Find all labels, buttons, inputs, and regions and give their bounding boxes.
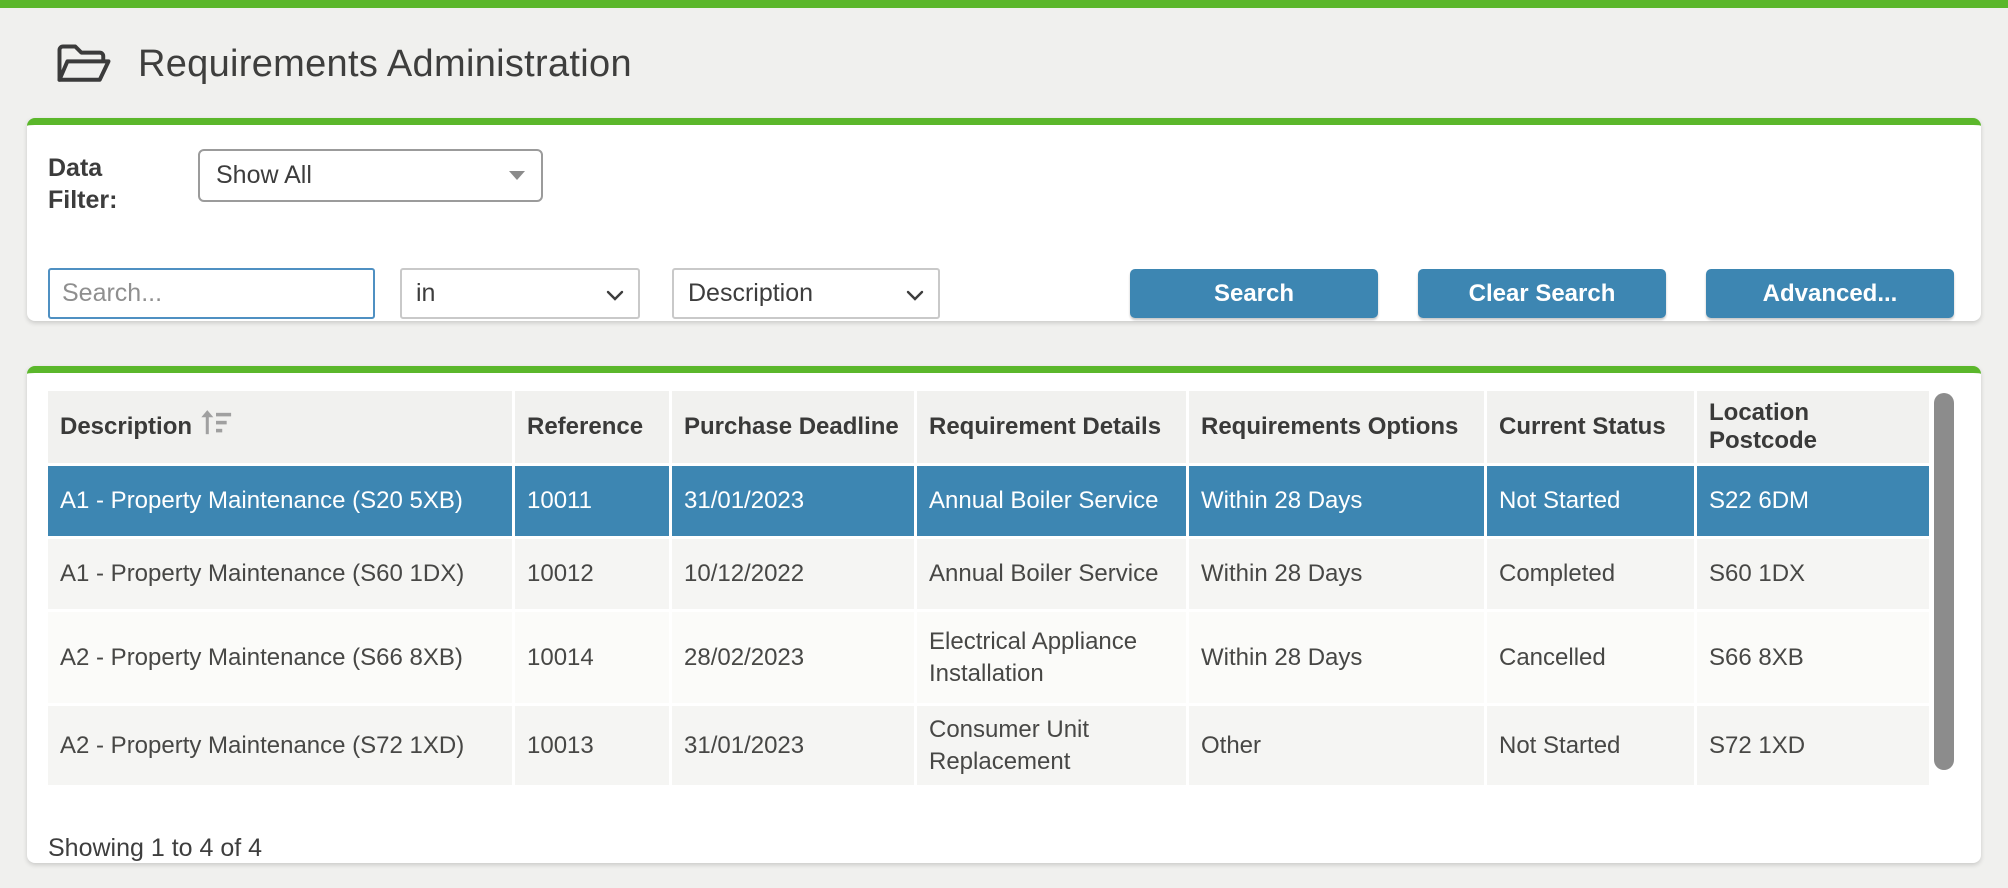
column-header-purchase-deadline[interactable]: Purchase Deadline — [672, 391, 917, 466]
cell-purchase-deadline: 28/02/2023 — [672, 612, 917, 706]
filter-panel: Data Filter: Show All in Description — [27, 118, 1981, 321]
vertical-scrollbar — [1934, 391, 1954, 788]
column-header-description[interactable]: Description — [48, 391, 515, 466]
data-filter-row: Data Filter: Show All — [48, 149, 1954, 216]
cell-description: A2 - Property Maintenance (S72 1XD) — [48, 706, 515, 789]
column-header-label: Description — [60, 413, 193, 440]
cell-requirements-options: Other — [1189, 706, 1487, 789]
advanced-button[interactable]: Advanced... — [1706, 269, 1954, 318]
search-operator-select[interactable]: in — [400, 268, 640, 319]
sort-ascending-icon — [200, 410, 232, 444]
column-header-requirements-options[interactable]: Requirements Options — [1189, 391, 1487, 466]
cell-requirements-options: Within 28 Days — [1189, 466, 1487, 539]
search-field-value: Description — [688, 279, 814, 307]
cell-requirements-options: Within 28 Days — [1189, 539, 1487, 612]
cell-current-status: Cancelled — [1487, 612, 1697, 706]
search-row: in Description Search Clear Search Advan… — [48, 268, 1954, 319]
table-row[interactable]: A2 - Property Maintenance (S66 8XB) 1001… — [48, 612, 1932, 706]
search-buttons: Search Clear Search Advanced... — [1130, 269, 1954, 318]
cell-reference: 10014 — [515, 612, 672, 706]
cell-requirement-details: Annual Boiler Service — [917, 466, 1189, 539]
cell-purchase-deadline: 31/01/2023 — [672, 706, 917, 789]
cell-location-postcode: S72 1XD — [1697, 706, 1932, 789]
top-accent-bar — [0, 0, 2008, 8]
cell-purchase-deadline: 10/12/2022 — [672, 539, 917, 612]
scrollbar-thumb[interactable] — [1934, 393, 1954, 771]
column-header-location-postcode[interactable]: Location Postcode — [1697, 391, 1932, 466]
column-header-current-status[interactable]: Current Status — [1487, 391, 1697, 466]
results-panel: Description — [27, 366, 1981, 863]
table-row[interactable]: A1 - Property Maintenance (S20 5XB) 1001… — [48, 466, 1932, 539]
cell-requirement-details: Annual Boiler Service — [917, 539, 1189, 612]
cell-description: A1 - Property Maintenance (S20 5XB) — [48, 466, 515, 539]
data-filter-selected-value: Show All — [216, 161, 312, 189]
search-field-select[interactable]: Description — [672, 268, 940, 319]
search-operator-value: in — [416, 279, 436, 307]
cell-current-status: Completed — [1487, 539, 1697, 612]
column-header-requirement-details[interactable]: Requirement Details — [917, 391, 1189, 466]
cell-location-postcode: S66 8XB — [1697, 612, 1932, 706]
cell-purchase-deadline: 31/01/2023 — [672, 466, 917, 539]
cell-reference: 10013 — [515, 706, 672, 789]
cell-location-postcode: S60 1DX — [1697, 539, 1932, 612]
page-title: Requirements Administration — [138, 42, 632, 85]
cell-requirements-options: Within 28 Days — [1189, 612, 1487, 706]
column-header-reference[interactable]: Reference — [515, 391, 672, 466]
dropdown-arrow-icon — [509, 171, 525, 180]
cell-current-status: Not Started — [1487, 706, 1697, 789]
results-table: Description — [48, 391, 1932, 789]
table-row[interactable]: A2 - Property Maintenance (S72 1XD) 1001… — [48, 706, 1932, 789]
cell-location-postcode: S22 6DM — [1697, 466, 1932, 539]
chevron-down-icon — [906, 279, 924, 308]
table-header-row: Description — [48, 391, 1932, 466]
page-header: Requirements Administration — [56, 36, 1981, 92]
cell-description: A1 - Property Maintenance (S60 1DX) — [48, 539, 515, 612]
cell-requirement-details: Consumer Unit Replacement — [917, 706, 1189, 789]
clear-search-button[interactable]: Clear Search — [1418, 269, 1666, 318]
results-table-wrap: Description — [48, 391, 1954, 789]
search-button[interactable]: Search — [1130, 269, 1378, 318]
data-filter-label: Data Filter: — [48, 154, 118, 214]
cell-description: A2 - Property Maintenance (S66 8XB) — [48, 612, 515, 706]
cell-reference: 10011 — [515, 466, 672, 539]
cell-reference: 10012 — [515, 539, 672, 612]
table-row[interactable]: A1 - Property Maintenance (S60 1DX) 1001… — [48, 539, 1932, 612]
cell-requirement-details: Electrical Appliance Installation — [917, 612, 1189, 706]
folder-open-icon — [56, 41, 112, 87]
data-filter-select[interactable]: Show All — [198, 149, 543, 202]
cell-current-status: Not Started — [1487, 466, 1697, 539]
results-count: Showing 1 to 4 of 4 — [48, 834, 263, 863]
search-input[interactable] — [48, 268, 375, 319]
chevron-down-icon — [606, 279, 624, 308]
